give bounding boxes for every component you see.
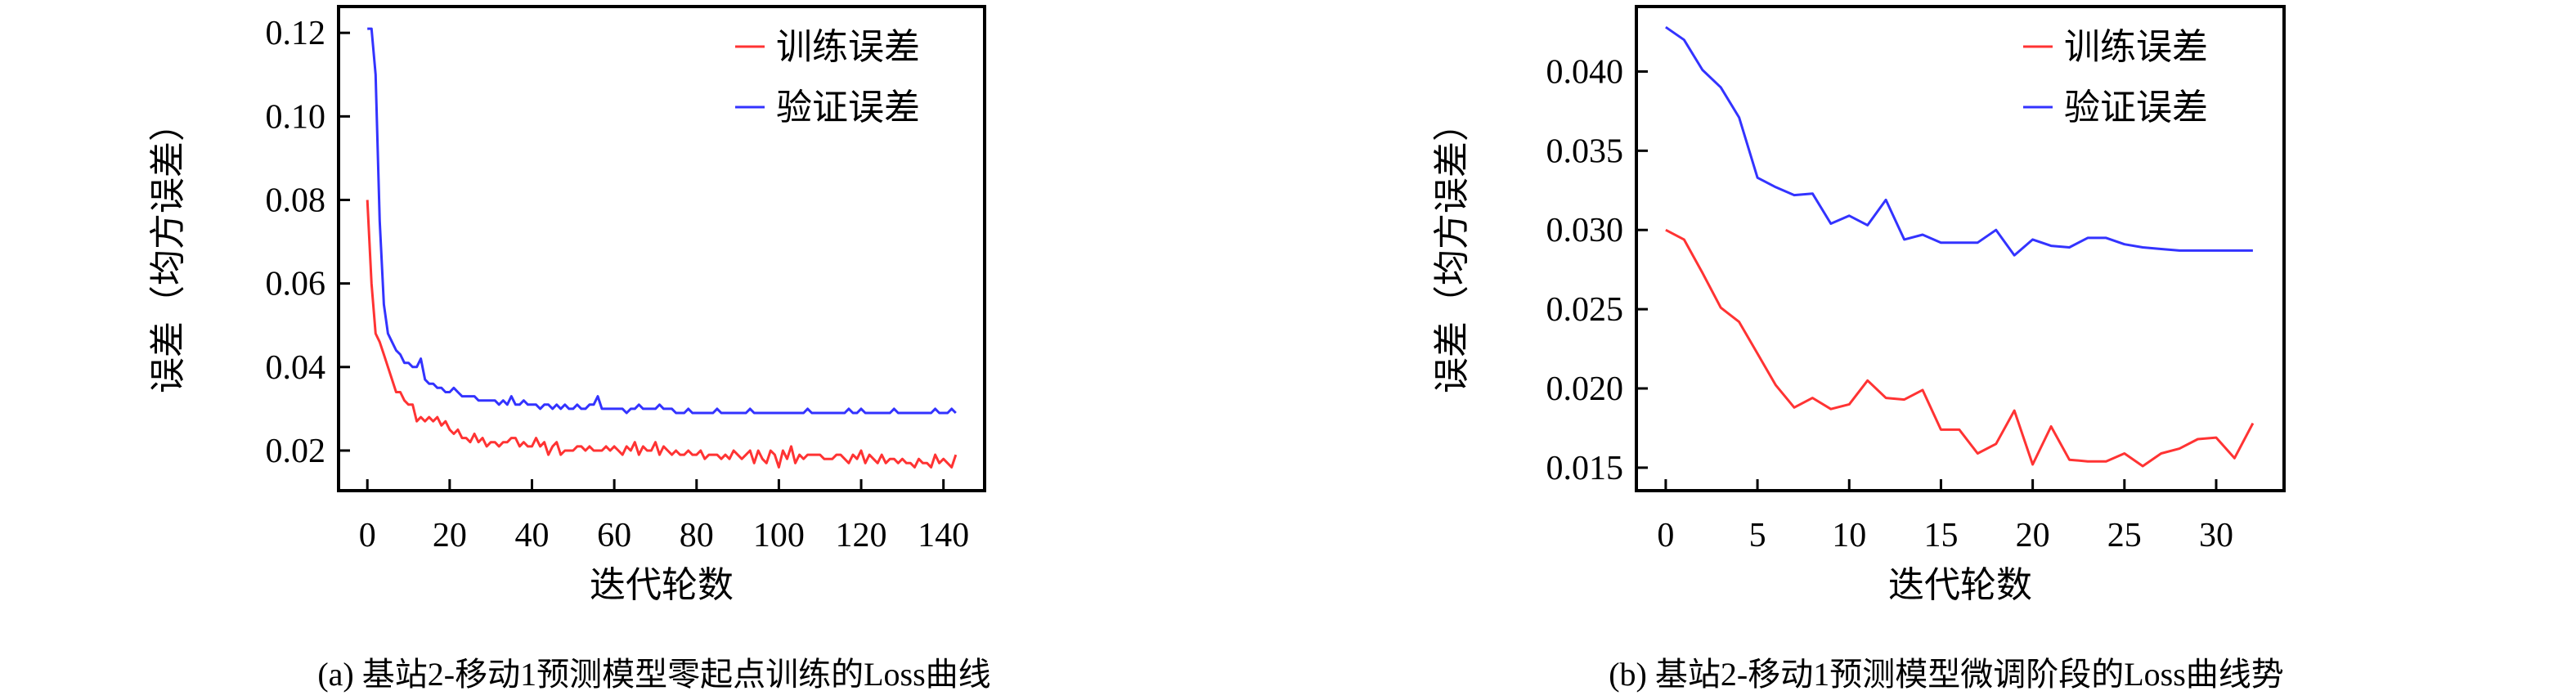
y-axis-label: 误差（均方误差）	[148, 105, 188, 393]
y-tick-label: 0.02	[266, 433, 326, 470]
legend-label-val: 验证误差	[776, 88, 920, 128]
y-axis-label: 误差（均方误差）	[1432, 105, 1472, 393]
x-tick-label: 20	[433, 517, 467, 554]
series-line-val	[1665, 25, 2253, 257]
series-line-train	[1665, 228, 2255, 468]
y-tick-label: 0.10	[266, 98, 326, 136]
y-tick-label: 0.030	[1546, 212, 1624, 249]
y-tick-label: 0.12	[266, 15, 326, 52]
x-tick-label: 20	[2016, 517, 2050, 554]
y-tick-label: 0.040	[1546, 53, 1624, 91]
x-tick-label: 10	[1832, 517, 1866, 554]
x-axis-label: 迭代轮数	[1888, 565, 2032, 605]
x-axis-label: 迭代轮数	[590, 565, 734, 605]
y-tick-label: 0.025	[1546, 291, 1624, 329]
x-tick-label: 60	[597, 517, 631, 554]
y-tick-label: 0.035	[1546, 132, 1624, 170]
plot-frame	[337, 5, 986, 492]
chart-b: 训练误差 验证误差 迭代轮数 误差（均方误差） (b) 基站2-移动1预测模型微…	[1432, 5, 2286, 693]
y-tick-label: 0.08	[266, 182, 326, 219]
caption: (a) 基站2-移动1预测模型零起点训练的Loss曲线	[317, 656, 990, 693]
y-tick-label: 0.04	[266, 349, 326, 387]
legend-label-train: 训练误差	[776, 27, 920, 67]
x-tick-label: 140	[918, 517, 969, 554]
x-tick-label: 15	[1923, 517, 1958, 554]
y-tick-label: 0.020	[1546, 370, 1624, 408]
legend-label-val: 验证误差	[2064, 88, 2208, 128]
x-tick-label: 30	[2199, 517, 2233, 554]
x-tick-label: 25	[2107, 517, 2142, 554]
x-tick-label: 0	[1657, 517, 1674, 554]
x-tick-label: 5	[1749, 517, 1766, 554]
x-tick-label: 80	[680, 517, 714, 554]
x-tick-label: 100	[753, 517, 805, 554]
y-tick-label: 0.06	[266, 266, 326, 303]
series-line-val	[367, 27, 957, 415]
x-tick-label: 120	[836, 517, 887, 554]
caption: (b) 基站2-移动1预测模型微调阶段的Loss曲线势	[1609, 656, 2284, 693]
chart-a: 训练误差 验证误差 迭代轮数 误差（均方误差） (a) 基站2-移动1预测模型零…	[148, 5, 991, 693]
legend-label-train: 训练误差	[2064, 27, 2208, 67]
x-tick-label: 40	[514, 517, 549, 554]
x-tick-label: 0	[359, 517, 376, 554]
y-tick-label: 0.015	[1546, 450, 1624, 487]
series-line-train	[366, 200, 958, 469]
plot-frame	[1635, 5, 2286, 492]
